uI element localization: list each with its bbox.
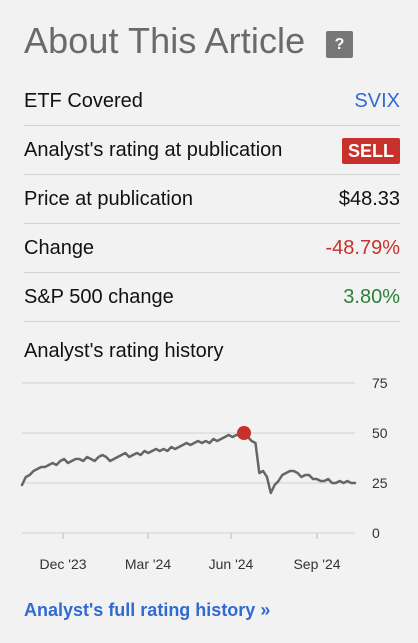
x-tick-label: Jun '24 <box>209 556 254 572</box>
series-line <box>20 431 357 495</box>
sell-badge: SELL <box>341 137 400 164</box>
rating-history-title: Analyst's rating history <box>24 340 224 362</box>
analyst-rating-row: Analyst's rating at publication SELL <box>24 127 400 175</box>
y-tick-label: 75 <box>372 375 388 391</box>
y-tick-label: 25 <box>372 475 388 491</box>
price-at-publication-value: $48.33 <box>338 188 400 210</box>
change-value: -48.79% <box>325 237 401 259</box>
page-title: About This Article <box>24 20 306 61</box>
change-label: Change <box>24 237 95 259</box>
x-tick-label: Mar '24 <box>125 556 171 572</box>
x-tick-label: Sep '24 <box>293 556 340 572</box>
etf-covered-label: ETF Covered <box>24 90 143 112</box>
analyst-rating-label: Analyst's rating at publication <box>24 139 283 161</box>
full-rating-history-link[interactable]: Analyst's full rating history » <box>24 600 271 620</box>
help-icon[interactable]: ? <box>326 31 353 58</box>
y-tick-label: 0 <box>372 525 380 541</box>
price-at-publication-row: Price at publication $48.33 <box>24 176 400 224</box>
change-row: Change -48.79% <box>24 225 400 273</box>
etf-ticker-link[interactable]: SVIX <box>354 90 400 112</box>
price-at-publication-label: Price at publication <box>24 188 193 210</box>
x-tick-label: Dec '23 <box>39 556 86 572</box>
y-axis-ticks: 0 25 50 75 <box>372 375 388 541</box>
header: About This Article ? <box>24 18 400 64</box>
sp500-change-value: 3.80% <box>343 286 400 308</box>
sp500-change-row: S&P 500 change 3.80% <box>24 274 400 322</box>
x-axis-ticks: Dec '23 Mar '24 Jun '24 Sep '24 <box>39 533 341 572</box>
rating-history-chart: 0 25 50 75 Dec '23 Mar '24 Jun '24 Sep '24 <box>20 375 388 572</box>
chart-grid <box>22 382 355 534</box>
rating-marker <box>237 426 251 440</box>
y-tick-label: 50 <box>372 425 388 441</box>
etf-covered-row: ETF Covered SVIX <box>24 78 400 126</box>
sp500-change-label: S&P 500 change <box>24 286 174 308</box>
